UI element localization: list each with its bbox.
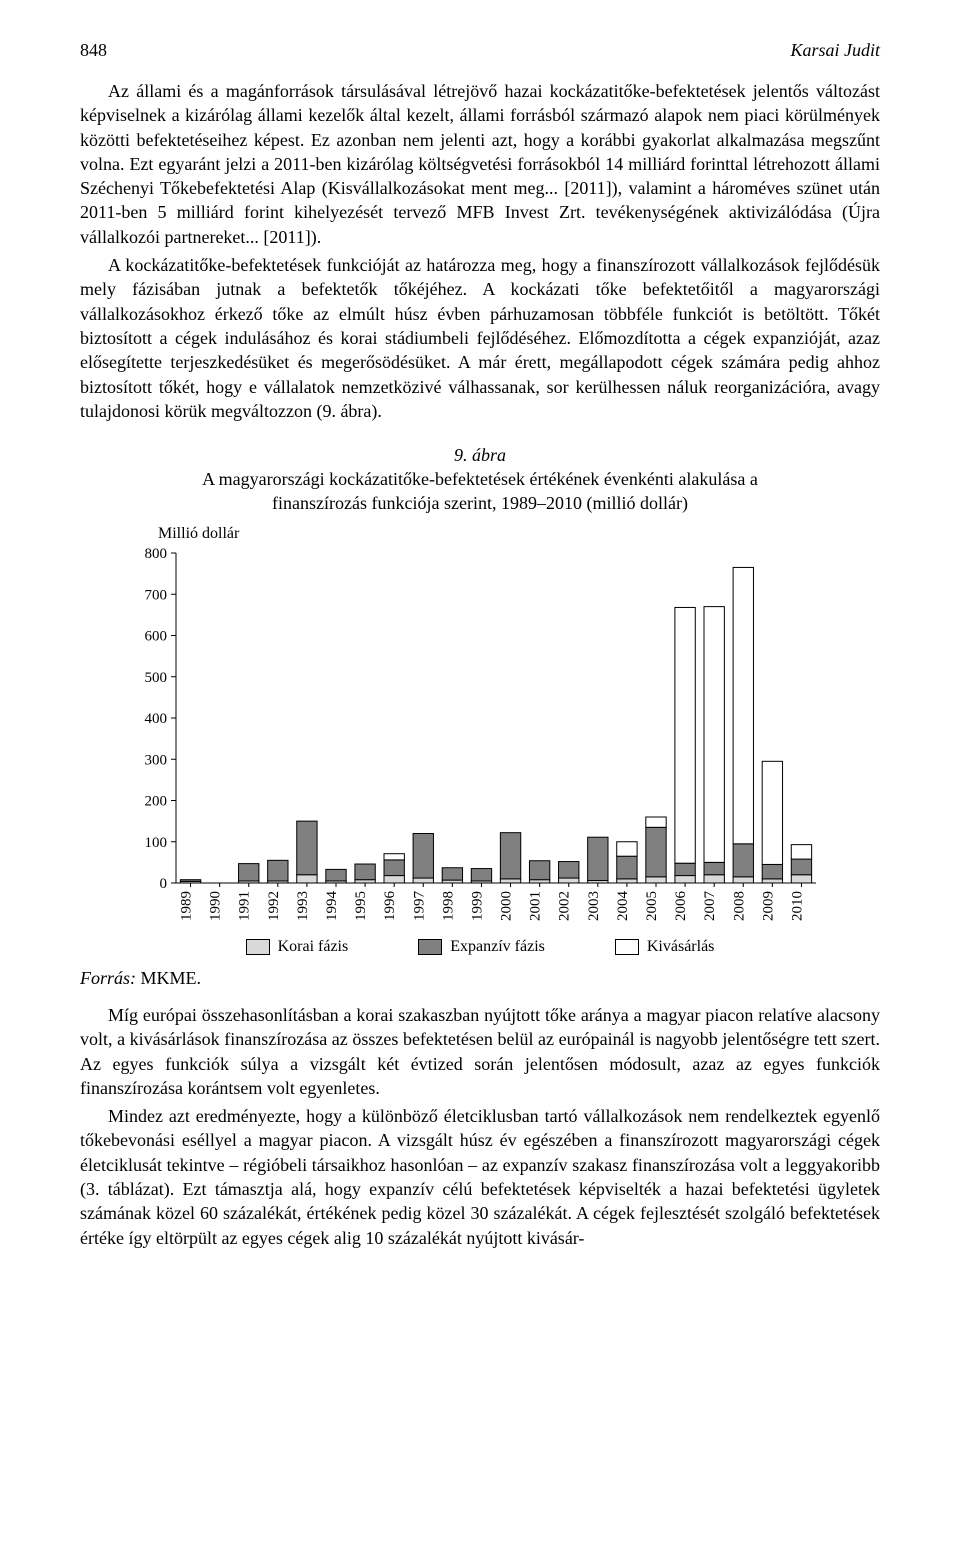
- svg-text:0: 0: [160, 876, 168, 892]
- svg-text:1994: 1994: [324, 890, 340, 921]
- figure-source: Forrás: MKME.: [80, 968, 880, 989]
- svg-text:2004: 2004: [615, 890, 631, 921]
- svg-text:2002: 2002: [557, 891, 573, 921]
- figure-number: 9. ábra: [80, 445, 880, 466]
- legend-label: Expanzív fázis: [450, 938, 545, 956]
- svg-text:1992: 1992: [266, 891, 282, 921]
- body-paragraph: Az állami és a magánforrások társulásáva…: [80, 79, 880, 249]
- svg-text:100: 100: [145, 835, 168, 851]
- legend-swatch: [246, 939, 270, 955]
- chart-legend: Korai fázis Expanzív fázis Kivásárlás: [130, 938, 830, 956]
- svg-text:600: 600: [145, 628, 168, 644]
- svg-text:1997: 1997: [411, 890, 427, 921]
- svg-text:2005: 2005: [644, 891, 660, 921]
- svg-text:2003: 2003: [586, 891, 602, 921]
- legend-item: Kivásárlás: [615, 938, 715, 956]
- legend-swatch: [615, 939, 639, 955]
- svg-text:1996: 1996: [382, 890, 398, 921]
- body-paragraph: A kockázatitőke-befektetések funkcióját …: [80, 253, 880, 423]
- svg-text:1990: 1990: [208, 891, 224, 921]
- source-label: Forrás:: [80, 968, 136, 988]
- legend-label: Kivásárlás: [647, 938, 715, 956]
- legend-item: Expanzív fázis: [418, 938, 545, 956]
- page-header: 848 Karsai Judit: [80, 40, 880, 61]
- svg-text:1998: 1998: [440, 891, 456, 921]
- svg-text:2008: 2008: [731, 891, 747, 921]
- svg-text:1999: 1999: [469, 891, 485, 921]
- chart-container: Millió dollár 0 100 200 300 400 500 600 700 800 1…: [130, 525, 830, 956]
- svg-text:2007: 2007: [702, 890, 718, 921]
- svg-text:1995: 1995: [353, 891, 369, 921]
- svg-text:200: 200: [145, 793, 168, 809]
- svg-text:2001: 2001: [528, 891, 544, 921]
- figure-caption: A magyarországi kockázatitőke-befektetés…: [160, 468, 800, 515]
- svg-text:2006: 2006: [673, 890, 689, 921]
- svg-text:1991: 1991: [237, 891, 253, 921]
- svg-text:500: 500: [145, 670, 168, 686]
- svg-text:800: 800: [145, 547, 168, 562]
- legend-label: Korai fázis: [278, 938, 349, 956]
- svg-text:1993: 1993: [295, 891, 311, 921]
- body-paragraph: Mindez azt eredményezte, hogy a különböz…: [80, 1104, 880, 1250]
- svg-text:700: 700: [145, 587, 168, 603]
- y-axis-label: Millió dollár: [158, 525, 830, 543]
- body-paragraph: Míg európai összehasonlításban a korai s…: [80, 1003, 880, 1100]
- svg-text:400: 400: [145, 711, 168, 727]
- svg-text:2009: 2009: [760, 891, 776, 921]
- source-value: MKME.: [141, 968, 202, 988]
- svg-text:2000: 2000: [499, 891, 515, 921]
- author-name: Karsai Judit: [790, 40, 880, 61]
- svg-text:1989: 1989: [179, 891, 195, 921]
- legend-swatch: [418, 939, 442, 955]
- legend-item: Korai fázis: [246, 938, 349, 956]
- svg-text:300: 300: [145, 752, 168, 768]
- svg-text:2010: 2010: [789, 891, 805, 921]
- page-number: 848: [80, 40, 107, 61]
- bar-chart: 0 100 200 300 400 500 600 700 800 1989 1990 1991 199…: [130, 547, 822, 927]
